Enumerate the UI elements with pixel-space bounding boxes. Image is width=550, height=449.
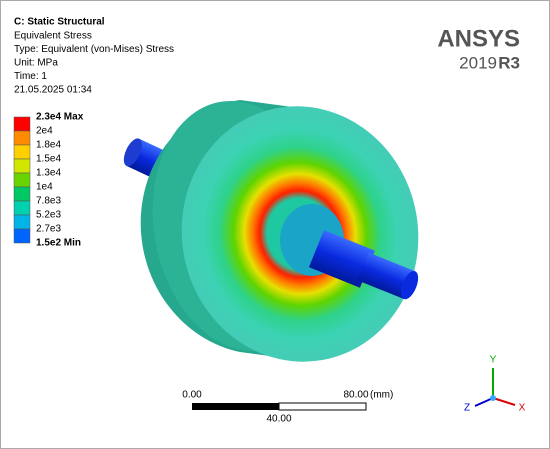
legend-label: 1.5e4: [36, 154, 61, 165]
scale-bar-black: [192, 403, 279, 410]
header-line: Unit: MPa: [14, 58, 58, 69]
header-title: C: Static Structural: [14, 17, 105, 28]
legend-label: 7.8e3: [36, 196, 61, 207]
axis-x: X: [519, 403, 526, 414]
header-line: 21.05.2025 01:34: [14, 85, 92, 96]
legend-swatch: [13, 200, 31, 216]
header-line: Type: Equivalent (von-Mises) Stress: [14, 44, 174, 55]
legend-label: 2e4: [36, 126, 53, 137]
axis-y: Y: [490, 355, 497, 366]
logo-version: 2019: [459, 53, 497, 72]
scale-start: 0.00: [182, 390, 202, 401]
legend-swatch: [13, 144, 31, 160]
scale-end: 80.00: [343, 390, 368, 401]
legend-label: 2.7e3: [36, 224, 61, 235]
header-line: Equivalent Stress: [14, 31, 92, 42]
legend-label: 1.5e2 Min: [36, 238, 81, 249]
shaft-right: [308, 230, 419, 300]
axis-z: Z: [464, 403, 470, 414]
scale-mid: 40.00: [266, 414, 291, 425]
legend-swatch: [13, 186, 31, 202]
scale-unit: (mm): [370, 390, 393, 401]
logo-brand: ANSYS: [437, 25, 520, 52]
legend-swatch: [13, 158, 31, 174]
legend-label: 5.2e3: [36, 210, 61, 221]
logo-release: R3: [498, 53, 520, 72]
legend-swatch: [13, 116, 31, 132]
legend-swatch: [13, 228, 31, 244]
legend-label: 1.8e4: [36, 140, 61, 151]
legend-swatch: [13, 130, 31, 146]
scale-bar-white: [278, 402, 367, 411]
header-line: Time: 1: [14, 71, 47, 82]
legend-label: 1.3e4: [36, 168, 61, 179]
legend-swatch: [13, 172, 31, 188]
legend-swatch: [13, 214, 31, 230]
legend-label: 2.3e4 Max: [36, 112, 84, 123]
triad: Y X Z: [464, 355, 526, 414]
legend-label: 1e4: [36, 182, 53, 193]
